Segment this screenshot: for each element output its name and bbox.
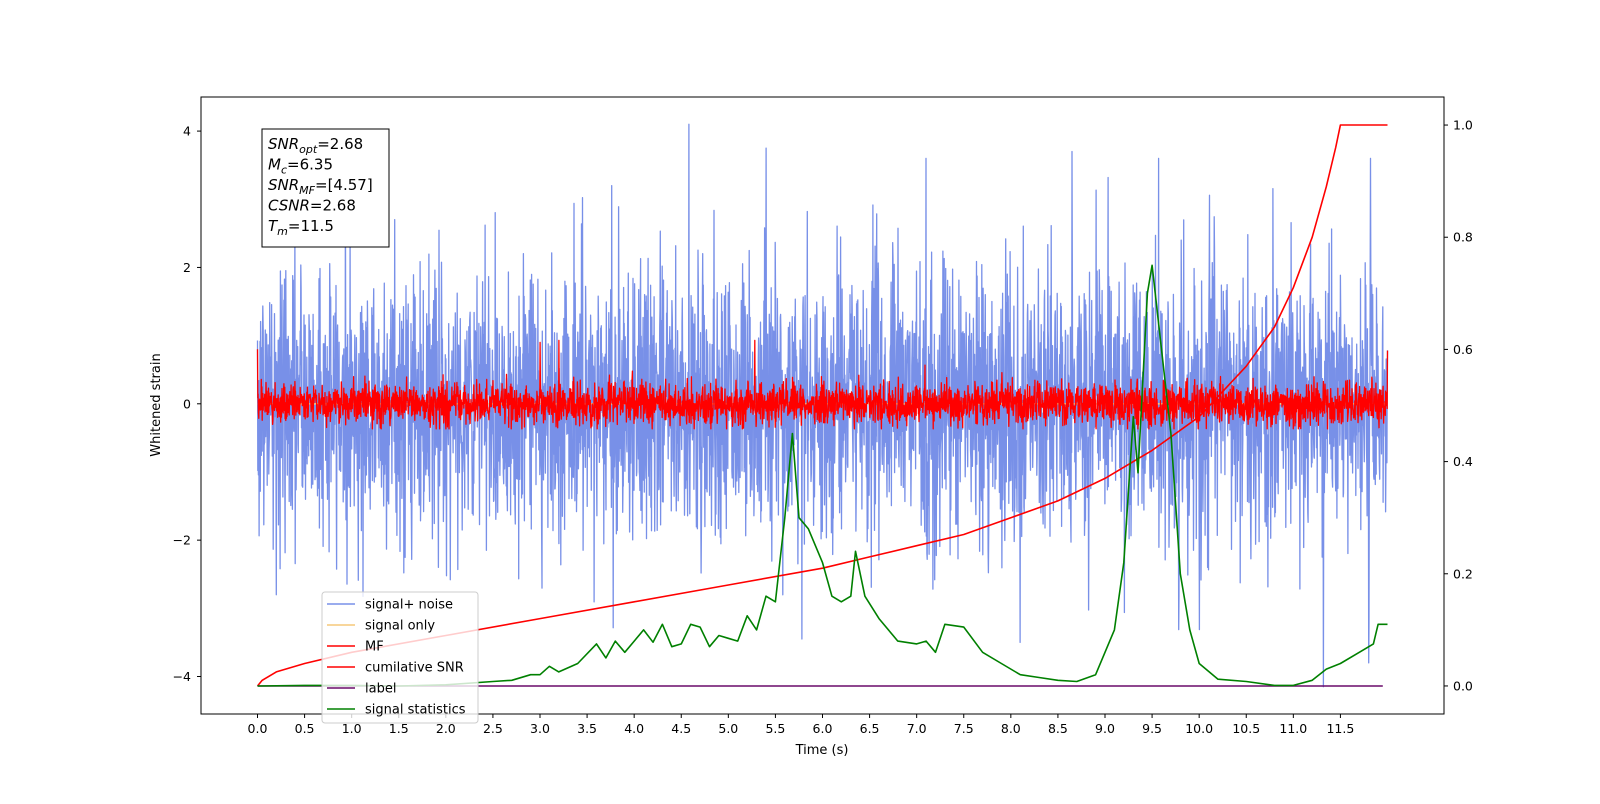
series-signal-noise-line (256, 123, 1389, 688)
y-tick-label: 4 (183, 124, 191, 139)
legend-label-signal-noise: signal+ noise (365, 598, 453, 613)
stats-subscript: opt (299, 143, 318, 156)
y2-tick-label: 0.8 (1453, 230, 1473, 245)
stats-subscript: c (281, 164, 287, 177)
y-axis-right: 0.0 0.2 0.4 0.6 0.8 1.0 (1444, 118, 1473, 693)
stats-line: SNRMF=[4.57] (268, 176, 373, 197)
x-tick-label: 11.0 (1279, 721, 1307, 736)
x-tick-label: 7.5 (954, 721, 974, 736)
stats-symbol: SNR (268, 176, 299, 194)
stats-annotation-box: SNRopt=2.68Mc=6.35SNRMF=[4.57]CSNR=2.68T… (261, 128, 390, 248)
stats-line: CSNR=2.68 (268, 197, 356, 215)
x-tick-label: 0.0 (248, 721, 268, 736)
stats-symbol: CSNR (268, 197, 310, 215)
x-tick-label: 10.5 (1232, 721, 1260, 736)
legend-label-label: label (365, 682, 396, 697)
stats-subscript: MF (299, 184, 315, 197)
legend-label-mf: MF (365, 640, 384, 655)
x-tick-label: 1.0 (342, 721, 362, 736)
y2-tick-label: 0.6 (1453, 342, 1473, 357)
stats-value: =[4.57] (315, 176, 373, 194)
series-signal-statistics-line (257, 264, 1388, 687)
legend-label-signal-only: signal only (365, 619, 435, 634)
stats-line: Mc=6.35 (268, 156, 333, 177)
legend-label-cumilative-snr: cumilative SNR (365, 661, 464, 676)
stats-line: Tm=11.5 (268, 217, 334, 238)
stats-value: =6.35 (287, 156, 333, 174)
stats-symbol: M (268, 156, 281, 174)
y2-tick-label: 1.0 (1453, 118, 1473, 133)
x-tick-label: 3.5 (577, 721, 597, 736)
x-tick-label: 3.0 (530, 721, 550, 736)
x-tick-label: 5.0 (718, 721, 738, 736)
legend-frame (321, 591, 479, 724)
stats-value: =2.68 (310, 197, 356, 215)
stats-symbol: SNR (268, 135, 299, 153)
x-tick-label: 5.5 (765, 721, 785, 736)
y-tick-label: 2 (183, 260, 191, 275)
y-tick-label: −4 (173, 669, 191, 684)
x-tick-label: 1.5 (389, 721, 409, 736)
legend: signal+ noise signal only MF cumilative SNR… (321, 591, 479, 724)
stats-symbol: T (268, 217, 279, 235)
series-mf-line (256, 339, 1389, 430)
x-tick-label: 2.5 (483, 721, 503, 736)
x-tick-label: 7.0 (907, 721, 927, 736)
y-axis-left: −4 −2 0 2 4 (173, 124, 201, 684)
legend-label-signal-statistics: signal statistics (365, 703, 466, 718)
y-axis-label: Whitened strain (149, 353, 164, 456)
x-tick-label: 2.0 (436, 721, 456, 736)
y-tick-label: 0 (183, 396, 191, 411)
x-axis-label: Time (s) (795, 743, 849, 758)
x-tick-label: 9.0 (1095, 721, 1115, 736)
y2-tick-label: 0.4 (1453, 454, 1473, 469)
x-tick-label: 6.5 (860, 721, 880, 736)
stats-box-frame (261, 128, 390, 248)
x-tick-label: 8.5 (1048, 721, 1068, 736)
stats-value: =11.5 (288, 217, 334, 235)
x-tick-label: 0.5 (295, 721, 315, 736)
x-tick-label: 4.0 (624, 721, 644, 736)
x-tick-label: 8.0 (1001, 721, 1021, 736)
x-tick-label: 9.5 (1142, 721, 1162, 736)
x-tick-label: 4.5 (671, 721, 691, 736)
x-tick-label: 10.0 (1185, 721, 1213, 736)
y-tick-label: −2 (173, 533, 191, 548)
x-tick-label: 6.0 (813, 721, 833, 736)
y2-tick-label: 0.0 (1453, 678, 1473, 693)
stats-line: SNRopt=2.68 (268, 135, 363, 156)
y2-tick-label: 0.2 (1453, 566, 1473, 581)
stats-subscript: m (277, 225, 288, 238)
stats-value: =2.68 (317, 135, 363, 153)
x-tick-label: 11.5 (1326, 721, 1354, 736)
x-axis: 0.0 0.5 1.0 1.5 2.0 2.5 3.0 3.5 4.0 4.5 5.0 5.5 6.0 6… (248, 714, 1354, 736)
